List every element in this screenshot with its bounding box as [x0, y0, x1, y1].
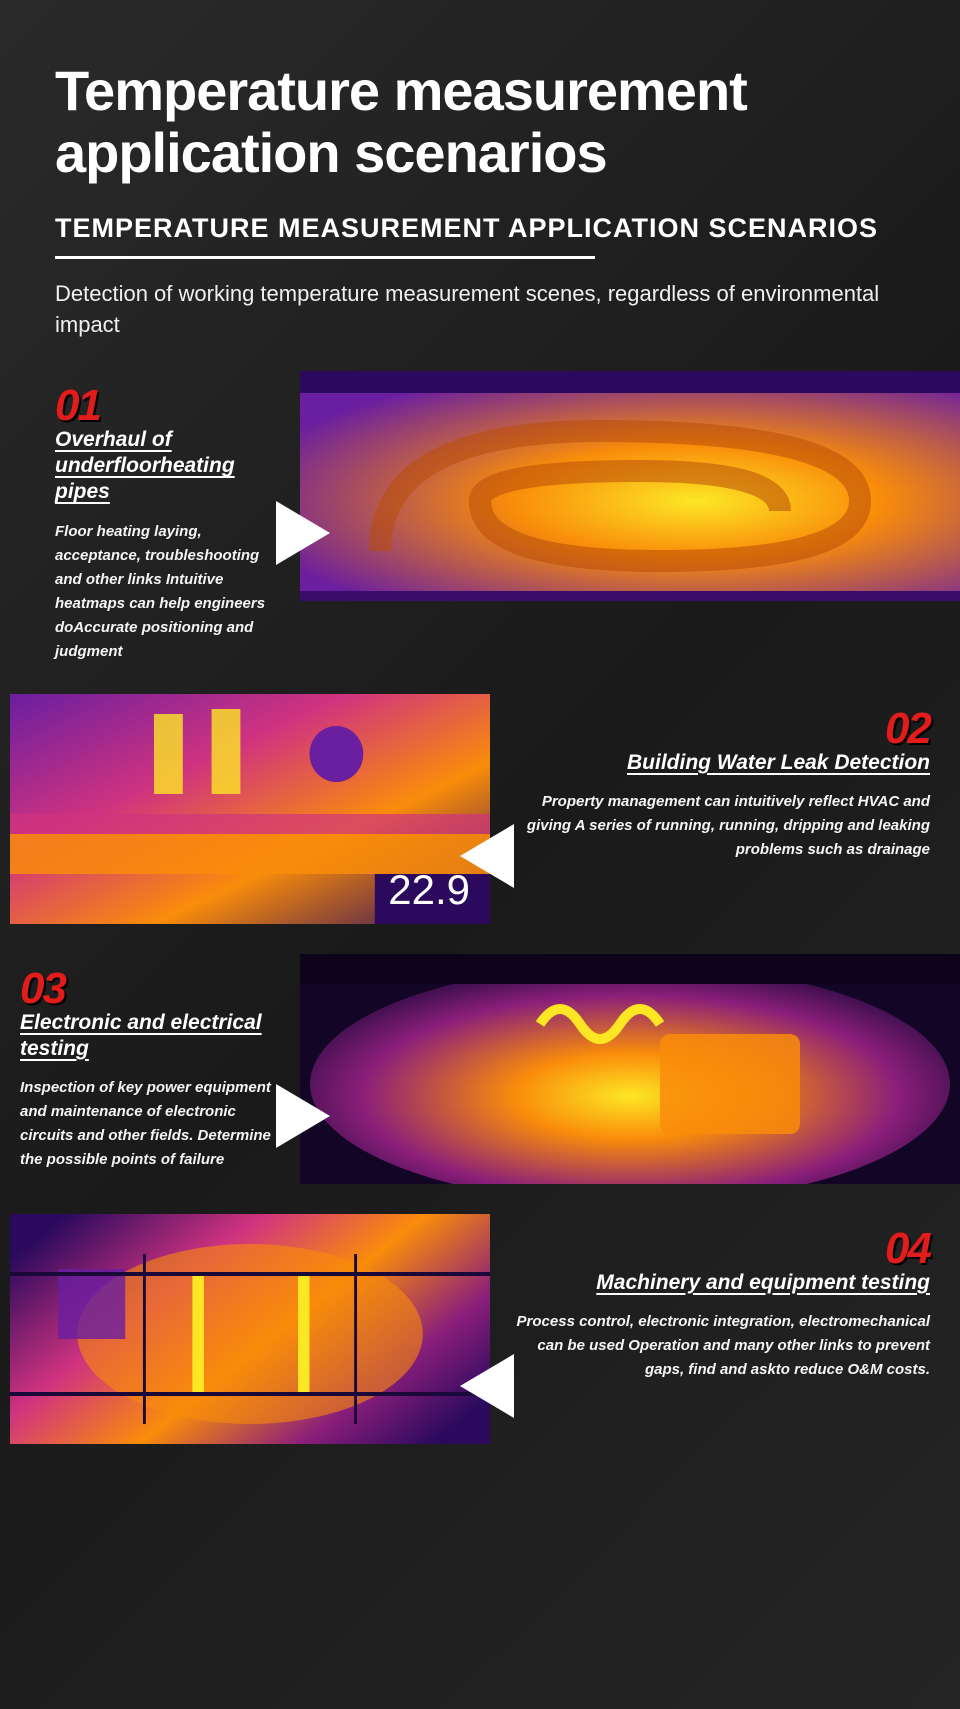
scenario-04-image: [10, 1214, 490, 1444]
scenario-01-number: 01: [55, 381, 285, 431]
scenario-03-text: 03 Electronic and electrical testing Ins…: [0, 954, 300, 1184]
scenario-03-image: [300, 954, 960, 1184]
thermal-electronic: [300, 954, 960, 1184]
scenario-01: 01 Overhaul of underfloorheating pipes F…: [0, 371, 960, 664]
thermal-floor-heating: [300, 371, 960, 601]
scenario-01-desc: Floor heating laying, acceptance, troubl…: [55, 520, 285, 664]
sub-title: TEMPERATURE MEASUREMENT APPLICATION SCEN…: [55, 213, 905, 244]
scenario-03-number: 03: [20, 964, 285, 1014]
scenario-01-text: 01 Overhaul of underfloorheating pipes F…: [0, 371, 300, 664]
scenario-02-number: 02: [505, 704, 930, 754]
scenario-01-title: Overhaul of underfloorheating pipes: [55, 427, 285, 506]
scenario-02-text: 02 Building Water Leak Detection Propert…: [490, 694, 960, 924]
scenario-02-desc: Property management can intuitively refl…: [505, 790, 930, 862]
scenario-04-desc: Process control, electronic integration,…: [505, 1310, 930, 1382]
scenario-02: 22.9 02 Building Water Leak Detection Pr…: [0, 694, 960, 924]
play-icon: [460, 1354, 514, 1418]
page-container: Temperature measurement application scen…: [0, 0, 960, 1709]
main-title: Temperature measurement application scen…: [55, 60, 905, 183]
scenario-01-image: [300, 371, 960, 601]
scenario-04-text: 04 Machinery and equipment testing Proce…: [490, 1214, 960, 1444]
scenario-04-number: 04: [505, 1224, 930, 1274]
scenario-03-title: Electronic and electrical testing: [20, 1010, 285, 1063]
scenario-04: 04 Machinery and equipment testing Proce…: [0, 1214, 960, 1444]
scenario-04-title: Machinery and equipment testing: [505, 1270, 930, 1296]
scenario-02-image: 22.9: [10, 694, 490, 924]
play-icon: [276, 1084, 330, 1148]
header-section: Temperature measurement application scen…: [0, 0, 960, 341]
temperature-readout: 22.9: [388, 866, 470, 914]
play-icon: [460, 824, 514, 888]
header-divider: [55, 256, 595, 259]
header-description: Detection of working temperature measure…: [55, 279, 905, 341]
scenario-03: 03 Electronic and electrical testing Ins…: [0, 954, 960, 1184]
play-icon: [276, 501, 330, 565]
scenario-02-title: Building Water Leak Detection: [505, 750, 930, 776]
scenario-03-desc: Inspection of key power equipment and ma…: [20, 1076, 285, 1172]
thermal-machinery: [10, 1214, 490, 1444]
